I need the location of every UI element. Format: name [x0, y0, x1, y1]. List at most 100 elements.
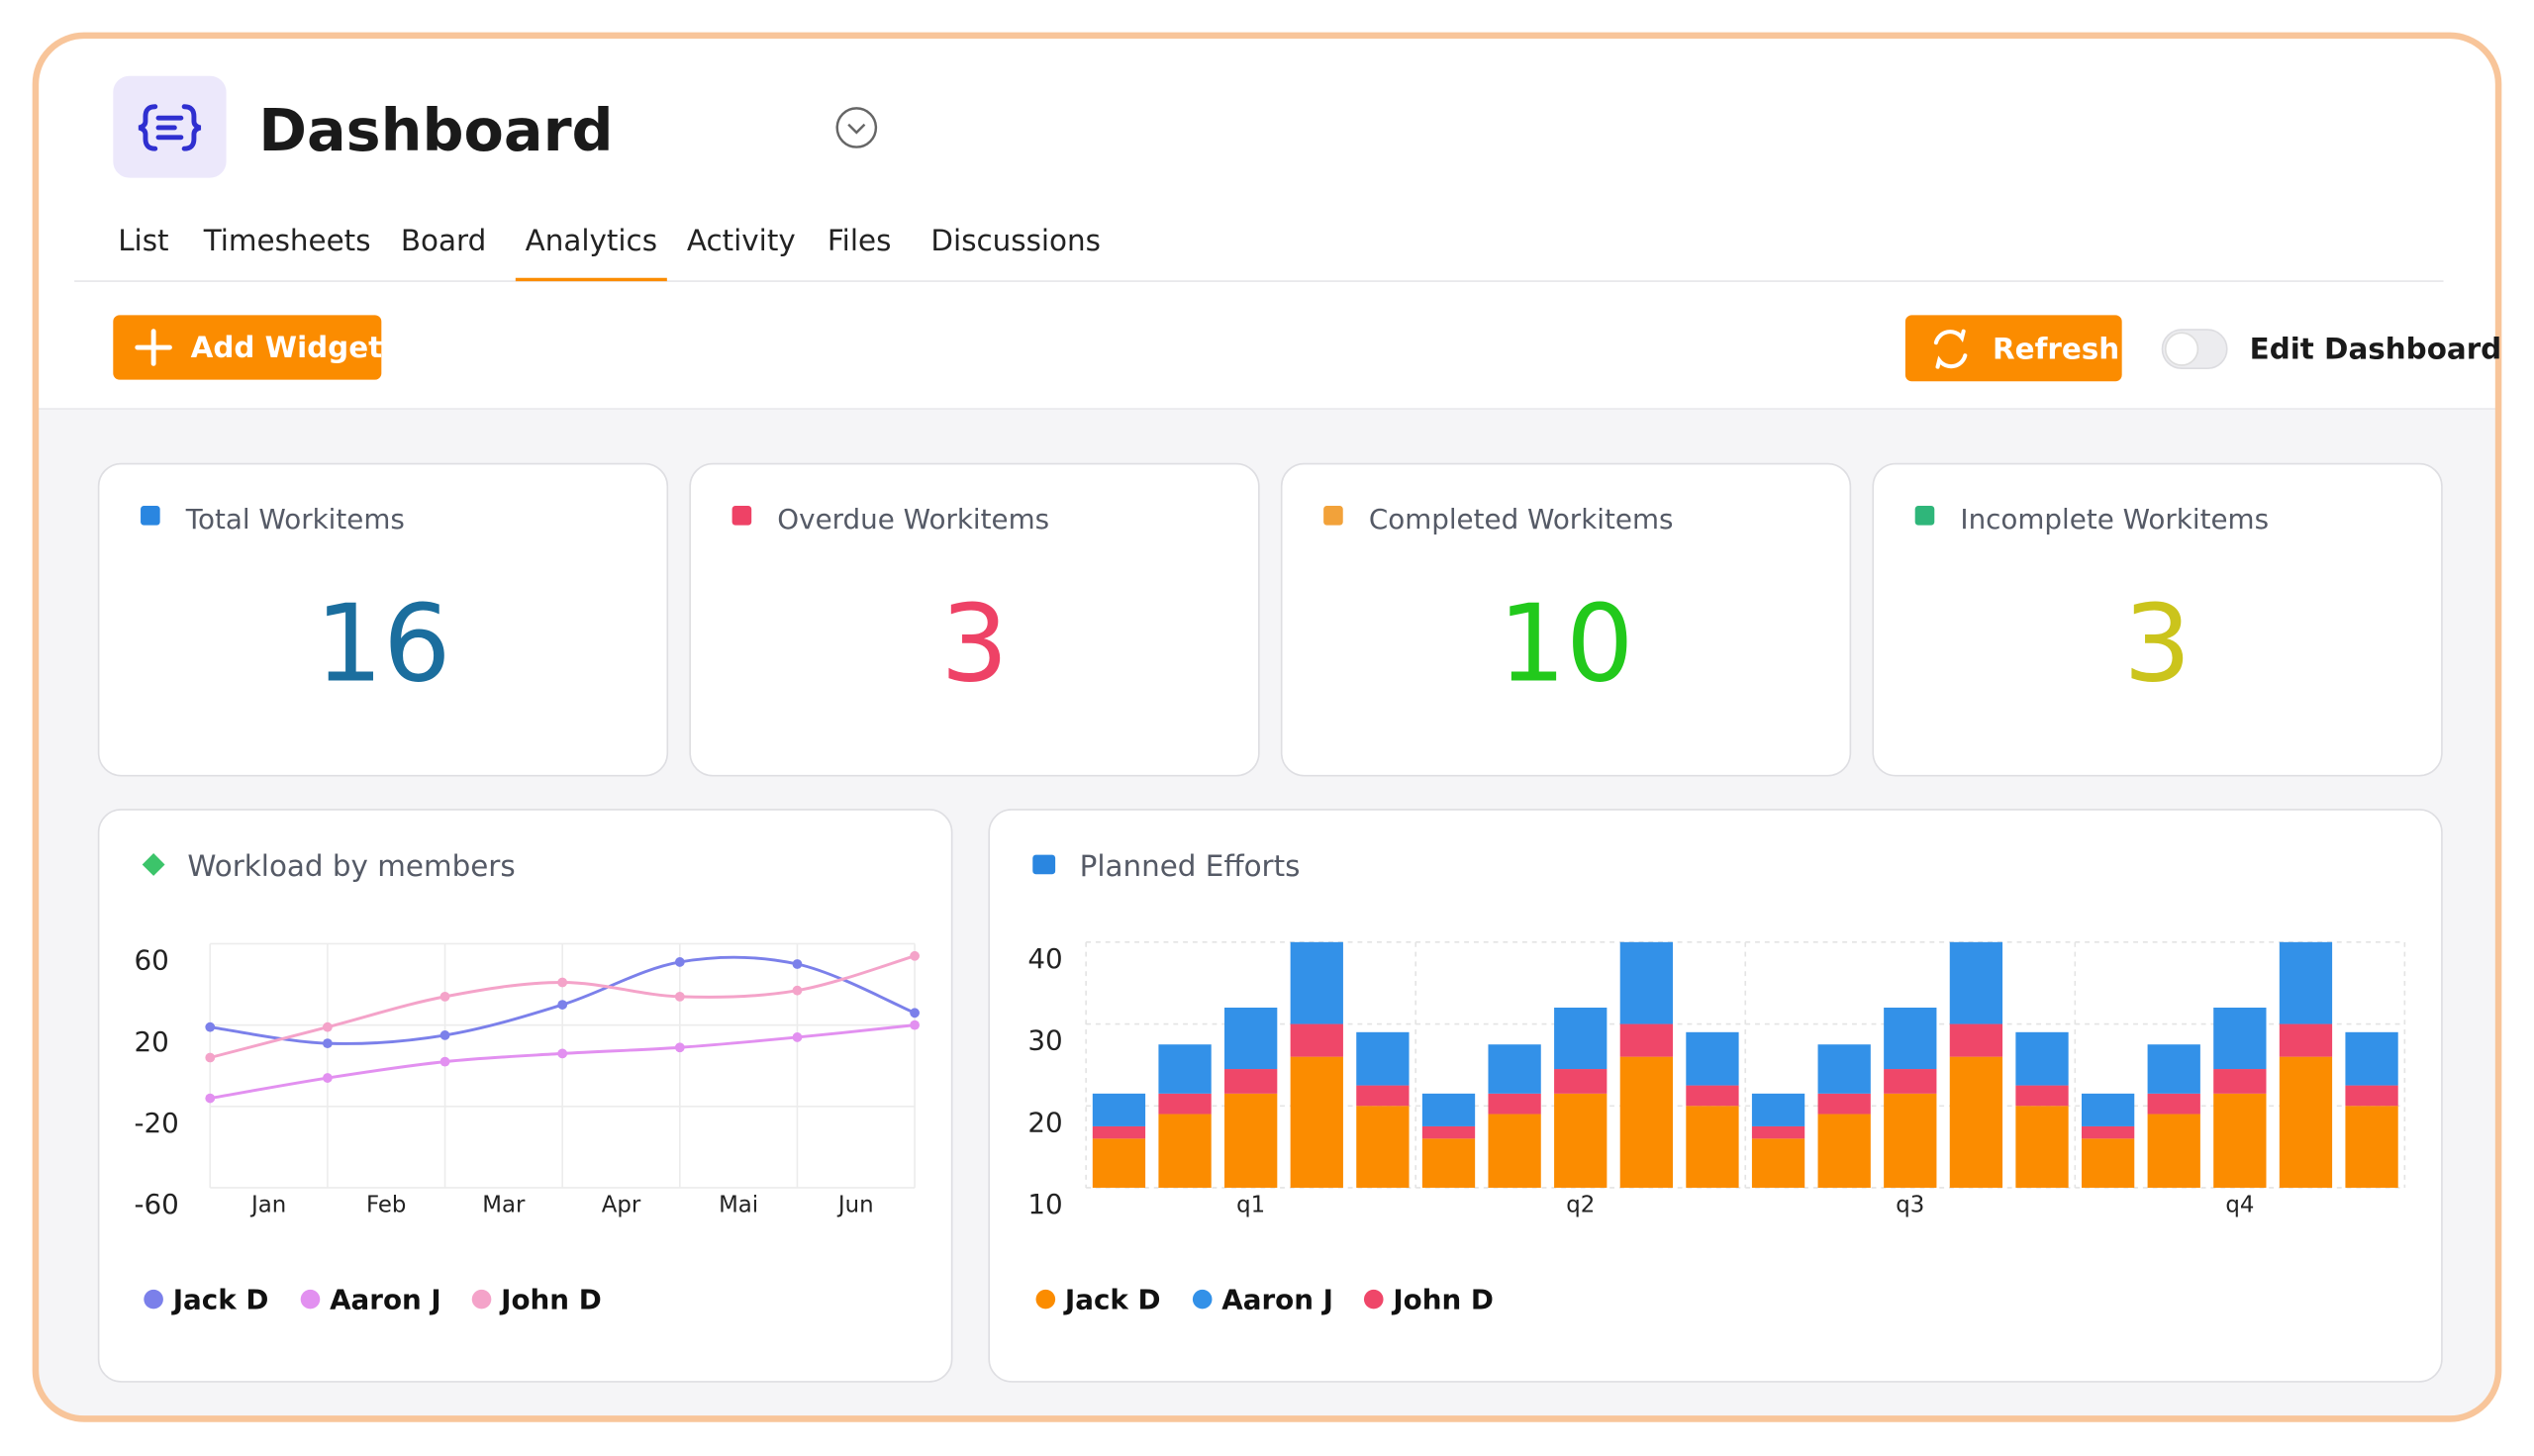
bar-segment	[1554, 1007, 1608, 1070]
legend-label[interactable]: Jack D	[171, 1283, 269, 1315]
add-widget-button[interactable]	[113, 315, 382, 380]
bar-segment	[2345, 1106, 2398, 1188]
bar-segment	[2279, 1056, 2333, 1188]
line-point	[792, 959, 803, 969]
bar-segment	[1949, 1023, 2003, 1057]
stat-icon	[141, 506, 160, 526]
bar-segment	[1421, 1093, 1476, 1126]
bar-segment	[1421, 1138, 1476, 1188]
bar-segment	[2081, 1138, 2135, 1188]
bar-segment	[1224, 1007, 1278, 1070]
refresh-label: Refresh	[1993, 332, 2119, 365]
tab[interactable]: Timesheets	[203, 224, 371, 257]
line-point	[910, 950, 920, 961]
bar-segment	[1158, 1114, 1212, 1188]
bar-segment	[1421, 1125, 1476, 1139]
frame-border	[32, 32, 2502, 1422]
bar-segment	[1356, 1106, 1410, 1188]
bar-segment	[2081, 1093, 2135, 1126]
legend-marker	[471, 1289, 492, 1310]
line-point	[557, 1000, 568, 1010]
stat-label: Completed Workitems	[1369, 503, 1674, 535]
stat-card	[1280, 462, 1852, 777]
tab[interactable]: Analytics	[526, 224, 657, 257]
bar-segment	[1884, 1069, 1937, 1094]
bar-segment	[1817, 1114, 1871, 1188]
bar-segment	[2147, 1093, 2200, 1115]
x-tick-label: q4	[2225, 1192, 2254, 1217]
legend-label[interactable]: John D	[499, 1283, 602, 1315]
bar-segment	[1751, 1138, 1805, 1188]
y-tick-label: -20	[135, 1107, 179, 1139]
bar-segment	[1884, 1093, 1937, 1188]
legend-label[interactable]: Jack D	[1063, 1283, 1161, 1315]
bar-segment	[1092, 1125, 1146, 1139]
stat-value: 10	[1498, 582, 1633, 706]
app-icon-glyph	[138, 104, 202, 151]
bar-segment	[1290, 1056, 1343, 1188]
plus-icon	[135, 329, 172, 366]
bar-segment	[1290, 941, 1343, 1024]
tab[interactable]: Board	[401, 224, 486, 257]
y-tick-label: 30	[1027, 1024, 1062, 1057]
legend-label[interactable]: Aaron J	[330, 1283, 441, 1315]
bar-segment	[1751, 1093, 1805, 1126]
bar-segment	[2015, 1031, 2069, 1086]
y-tick-label: 20	[135, 1025, 169, 1058]
bar-segment	[1224, 1093, 1278, 1188]
tab[interactable]: Files	[828, 224, 891, 257]
bar-segment	[1686, 1085, 1739, 1107]
bar-segment	[2147, 1114, 2200, 1188]
stat-value: 16	[315, 582, 450, 706]
x-tick-label: Jan	[249, 1192, 286, 1217]
line-point	[322, 1073, 333, 1083]
x-tick-label: Apr	[602, 1192, 641, 1217]
legend-label[interactable]: John D	[1391, 1283, 1494, 1315]
x-tick-label: Jun	[836, 1192, 874, 1217]
bar-segment	[1619, 1056, 1673, 1188]
line-point	[674, 957, 685, 967]
y-tick-label: -60	[135, 1188, 179, 1220]
bar-segment	[1686, 1106, 1739, 1188]
line-point	[910, 1008, 920, 1019]
bar-segment	[1554, 1069, 1608, 1094]
edit-dashboard-label: Edit Dashboard	[2250, 332, 2502, 365]
line-point	[205, 1093, 216, 1104]
legend-marker	[1035, 1289, 1056, 1310]
tab[interactable]: List	[118, 224, 168, 257]
card-icon	[1032, 854, 1056, 875]
line-point	[439, 1056, 450, 1067]
bar-segment	[2213, 1007, 2267, 1070]
y-tick-label: 10	[1027, 1188, 1062, 1220]
bar-segment	[1092, 1093, 1146, 1126]
y-tick-label: 60	[135, 944, 169, 977]
bar-segment	[1488, 1114, 1541, 1188]
tab[interactable]: Discussions	[930, 224, 1101, 257]
bar-segment	[1949, 941, 2003, 1024]
y-tick-label: 20	[1027, 1106, 1062, 1138]
bar-segment	[2345, 1031, 2398, 1086]
bar-segment	[1158, 1044, 1212, 1094]
line-point	[910, 1019, 920, 1030]
bar-segment	[1619, 1023, 1673, 1057]
bar-segment	[2015, 1085, 2069, 1107]
stat-icon	[1914, 506, 1935, 526]
legend-marker	[144, 1289, 163, 1310]
line-point	[439, 1030, 450, 1040]
bar-segment	[1290, 1023, 1343, 1057]
chart-card	[97, 809, 953, 1383]
title-dropdown[interactable]	[835, 107, 878, 148]
tab[interactable]: Activity	[687, 224, 796, 257]
stat-icon	[731, 506, 752, 526]
bar-segment	[2279, 941, 2333, 1024]
bar-segment	[1884, 1007, 1937, 1070]
legend-label[interactable]: Aaron J	[1221, 1283, 1333, 1315]
bar-segment	[1092, 1138, 1146, 1188]
x-tick-label: q2	[1566, 1192, 1595, 1217]
x-tick-label: Mai	[719, 1192, 758, 1217]
dropdown-chevron	[847, 123, 866, 135]
x-tick-label: Mar	[482, 1192, 526, 1217]
bar-segment	[1356, 1085, 1410, 1107]
